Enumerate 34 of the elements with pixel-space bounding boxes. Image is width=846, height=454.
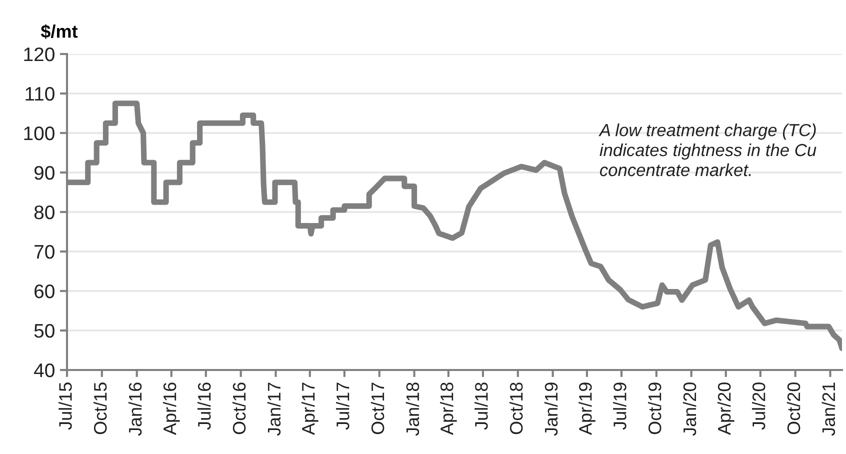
x-tick-label: Apr/20	[717, 382, 734, 435]
y-tick-label: 110	[26, 86, 54, 101]
y-tick-label: 70	[34, 244, 54, 259]
y-tick-label: 120	[24, 47, 54, 62]
x-tick-label: Jul/20	[752, 382, 766, 430]
x-tick-label: Oct/19	[648, 382, 662, 434]
x-tick-label: Oct/15	[94, 382, 107, 434]
x-tick-label: Jul/15	[58, 382, 72, 430]
x-tick-label: Jan/20	[682, 382, 696, 436]
x-tick-label: Apr/17	[301, 382, 318, 435]
x-tick-label: Jan/16	[128, 382, 142, 436]
y-axis-title: $/mt	[40, 24, 78, 39]
x-tick-label: Jul/19	[613, 382, 626, 430]
y-tick-label: 80	[34, 205, 54, 220]
x-tick-label: Apr/18	[440, 382, 457, 435]
y-tick-label: 60	[34, 284, 54, 298]
x-tick-label: Oct/18	[509, 382, 523, 434]
y-tick-label: 90	[34, 166, 54, 180]
annotation: A low treatment charge (TC) indicates tightness in the Cu concentrate market.	[598, 124, 816, 176]
x-tick-label: Apr/19	[578, 382, 596, 435]
y-tick-label: 100	[24, 126, 54, 140]
x-tick-label: Oct/16	[232, 382, 246, 434]
y-tick-label: 50	[34, 324, 54, 338]
x-tick-label: Jul/16	[197, 382, 211, 430]
x-tick-label: Jan/17	[267, 382, 281, 436]
x-tick-label: Jan/19	[544, 382, 558, 436]
x-tick-label: Jul/17	[336, 382, 350, 430]
x-tick-label: Oct/17	[370, 382, 384, 434]
x-tick-label: Oct/20	[786, 382, 800, 434]
x-tick-label: Jan/18	[406, 382, 420, 436]
x-tick-label: Jan/21	[822, 382, 836, 436]
x-tick-label: Apr/16	[162, 382, 180, 435]
y-tick-label: 40	[34, 363, 54, 378]
x-tick-label: Jul/18	[474, 382, 488, 430]
